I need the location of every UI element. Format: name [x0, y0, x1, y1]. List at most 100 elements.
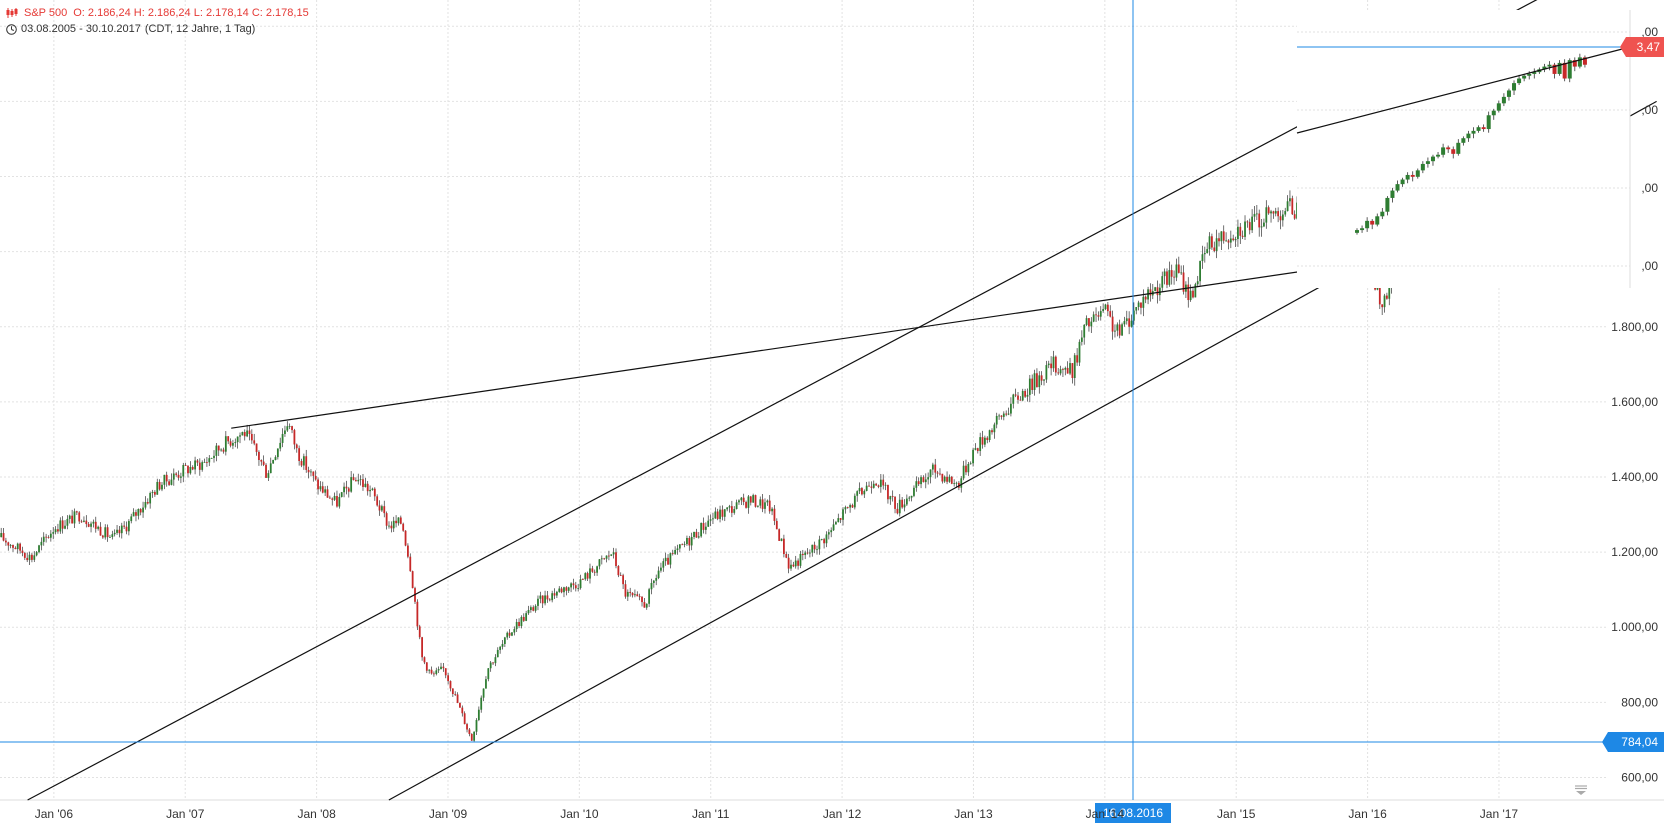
inset-y-tick-label: ,00	[1641, 103, 1658, 117]
candle-body	[383, 506, 386, 514]
candle-body	[1132, 310, 1135, 321]
candle-body	[998, 415, 1000, 417]
candle-body	[558, 588, 561, 592]
candle-body	[565, 587, 568, 591]
candle-body	[884, 484, 887, 486]
candle-body	[1071, 363, 1074, 379]
candle-body	[976, 448, 979, 452]
candle-body	[1104, 304, 1107, 310]
candle-body	[655, 578, 658, 581]
candle-body	[652, 580, 655, 583]
candle-body	[298, 448, 301, 462]
candle-body	[730, 506, 733, 513]
inset-y-tick-label: ,00	[1641, 259, 1658, 273]
candle-body	[61, 520, 64, 529]
candle-body	[915, 481, 918, 488]
candle-body	[144, 501, 147, 508]
candle-body	[1135, 307, 1138, 311]
candle-body	[295, 444, 298, 449]
candle-body	[411, 571, 414, 589]
date-tag	[1095, 803, 1171, 823]
candle-body	[591, 568, 594, 572]
candle-body	[939, 473, 941, 475]
candle-body	[1265, 207, 1268, 223]
candle-body	[707, 520, 710, 527]
time-axis[interactable]: Jan '06 Jan '07 Jan '08 Jan '09 Jan '10 Jan '…	[35, 807, 1519, 821]
candle-body	[371, 488, 374, 490]
inset-candle-body	[1395, 184, 1400, 191]
candle-body	[702, 523, 705, 530]
candle-body	[456, 694, 459, 703]
clock-icon	[6, 23, 17, 35]
candle-body	[1260, 226, 1263, 228]
candle-body	[792, 564, 795, 567]
candle-body	[988, 430, 991, 441]
crosshair-price-tag	[1608, 732, 1664, 752]
inset-candle-body	[1517, 78, 1522, 84]
candle-body	[820, 539, 823, 540]
candle-body	[1192, 290, 1194, 298]
candle-body	[1109, 311, 1112, 317]
candle-body	[785, 554, 788, 558]
candle-body	[1227, 240, 1230, 243]
inset-candle-body	[1501, 96, 1506, 104]
inset-candle-body	[1572, 60, 1577, 67]
candle-body	[338, 496, 341, 507]
x-tick-label: Jan '06	[35, 807, 74, 821]
candle-body	[68, 515, 71, 519]
candle-body	[520, 616, 523, 627]
candle-body	[894, 496, 896, 509]
candle-body	[740, 497, 743, 501]
candle-body	[331, 498, 334, 500]
candle-body	[1017, 395, 1019, 400]
candle-body	[19, 543, 21, 551]
symbol-label[interactable]: S&P 500	[24, 7, 68, 19]
candle-body	[605, 555, 608, 559]
candle-body	[71, 515, 74, 524]
inset-chart: ,00 ,00 ,00 ,00	[1296, 10, 1660, 288]
candle-body	[172, 473, 175, 480]
candle-body	[1218, 238, 1220, 242]
candle-body	[612, 552, 615, 555]
candle-body	[470, 733, 473, 741]
candle-body	[1284, 211, 1287, 215]
scroll-down-icon[interactable]	[1574, 785, 1588, 795]
candle-body	[1090, 321, 1093, 327]
candle-body	[1007, 413, 1010, 415]
candle-body	[442, 666, 445, 669]
candle-body	[1052, 356, 1055, 369]
date-range-label[interactable]: 03.08.2005 - 30.10.2017	[21, 23, 141, 35]
candle-body	[357, 479, 360, 482]
candle-body	[1036, 373, 1038, 388]
inset-candle-body	[1542, 66, 1547, 70]
candle-body	[444, 668, 447, 676]
price-axis[interactable]: 600,00 800,00 1.000,00 1.200,00 1.400,00 1.60…	[1611, 320, 1658, 785]
candle-body	[1064, 367, 1067, 370]
candle-body	[1270, 211, 1272, 214]
candle-body	[875, 483, 878, 486]
candle-body	[678, 544, 681, 549]
candle-body	[1142, 296, 1145, 308]
candle-body	[1180, 272, 1183, 274]
candle-body	[319, 486, 322, 490]
candle-body	[1040, 375, 1043, 381]
candle-body	[1211, 236, 1213, 248]
candle-body	[636, 594, 639, 597]
candle-body	[236, 436, 239, 443]
candle-body	[1272, 211, 1275, 214]
inset-candle-body	[1355, 230, 1359, 233]
candle-body	[1114, 330, 1116, 332]
candle-body	[35, 552, 38, 556]
candle-body	[991, 430, 993, 433]
candle-body	[842, 509, 844, 520]
candle-body	[255, 443, 258, 452]
candle-body	[101, 535, 104, 538]
candle-body	[425, 662, 428, 671]
candle-body	[1163, 271, 1166, 277]
candle-body	[830, 530, 833, 533]
candle-body	[913, 487, 915, 496]
candle-body	[1175, 264, 1178, 278]
inset-candle-body	[1461, 138, 1466, 143]
